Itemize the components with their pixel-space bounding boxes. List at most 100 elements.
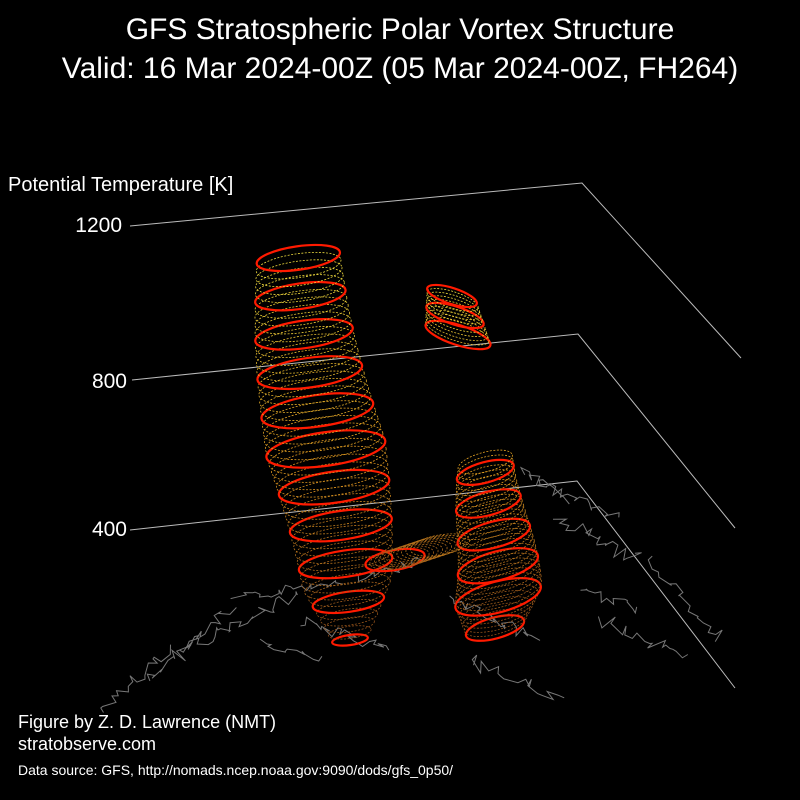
surface-contour [426,298,483,325]
right-vortex-column [454,449,543,642]
highlight-contour [265,429,387,469]
surface-contour [454,572,543,612]
surface-contour [254,303,351,335]
surface-contour [455,484,520,513]
surface-contour [324,616,375,633]
surface-contour [410,533,470,557]
surface-contour [262,400,377,437]
surface-contour [401,536,461,560]
surface-contour [460,596,534,629]
left-vortex-column [254,243,394,647]
surface-contour [295,532,393,564]
coastline-segment [552,518,642,561]
upper-vortex-fragment [424,283,492,351]
surface-contour [316,598,382,620]
surface-contour [456,583,539,621]
surface-contour [456,503,526,535]
surface-contour [254,289,348,319]
coastlines [100,466,723,713]
surface-contour [457,533,535,568]
surface-contour [463,608,528,637]
surface-contour [255,251,342,280]
surface-contour [291,516,393,550]
highlight-contour [254,280,347,312]
gridline-1200 [129,182,742,359]
highlight-contour [455,458,515,486]
z-tick-label-400: 400 [91,518,127,541]
highlight-contour [454,488,522,519]
surface-contour [264,422,384,461]
surface-contour [456,508,528,540]
vortex-bridge [364,533,470,573]
surface-contour [304,572,391,601]
surface-contour [255,333,357,366]
highlight-contour [456,517,532,552]
highlight-contour [288,508,393,543]
surface-contour [425,309,487,337]
surface-contour [426,288,479,312]
highlight-contour [364,547,426,573]
surface-contour [308,581,388,607]
surface-contour [255,259,343,288]
surface-contour [426,295,482,321]
highlight-contour [456,547,540,585]
surface-contour [263,415,381,453]
surface-contour [387,540,448,565]
surface-contour [456,464,516,491]
highlight-contour [254,318,354,351]
surface-contour [254,296,349,327]
coastline-segment [179,591,298,653]
surface-contour [255,340,359,374]
surface-contour [327,625,372,640]
surface-contour [300,556,393,586]
chart-subtitle: Valid: 16 Mar 2024-00Z (05 Mar 2024-00Z,… [61,52,739,85]
surface-contour [396,537,457,562]
coastline-segment [538,479,620,518]
surface-contour [254,274,345,303]
surface-contour [374,545,434,569]
highlight-contour [297,547,394,580]
coastline-segment [580,588,638,615]
surface-contour [287,501,392,535]
surface-contour [254,311,352,343]
surface-contour [426,291,480,316]
coastline-segment [100,644,171,713]
surface-contour [457,537,537,573]
surface-contour [456,562,541,601]
surface-contour [457,552,540,590]
coastline-segment [471,654,565,701]
surface-contour [392,539,452,563]
surface-contour [456,513,529,546]
gridline-400 [129,480,736,689]
chart-title: GFS Stratospheric Polar Vortex Structure [125,13,675,46]
coastline-segment [519,466,570,505]
z-tick-label-1200: 1200 [75,214,122,237]
site-credit: stratobserve.com [18,734,157,754]
highlight-contour [255,243,342,273]
surface-contour [301,564,393,594]
surface-contour [260,385,372,421]
coastline-segment [146,607,237,682]
author-credit: Figure by Z. D. Lawrence (NMT) [18,712,277,732]
axis-gridlines [129,182,742,689]
highlight-contour [426,283,478,309]
surface-contour [271,445,388,483]
surface-contour [456,557,541,595]
coastline-segment [597,616,689,659]
surface-contour [255,326,355,358]
surface-contour [462,602,531,633]
surface-contour [276,461,389,498]
surface-contour [273,453,389,491]
surface-contour [383,542,443,566]
surface-contour [320,607,379,627]
surface-contour [259,378,370,413]
surface-contour [268,437,387,476]
coastline-segment [449,595,541,641]
highlight-contour [256,355,364,391]
surface-contour [455,479,519,508]
coastline-segment [647,555,723,642]
surface-contour [256,348,361,382]
gridline-800 [131,333,736,529]
coastline-segment [230,579,343,600]
